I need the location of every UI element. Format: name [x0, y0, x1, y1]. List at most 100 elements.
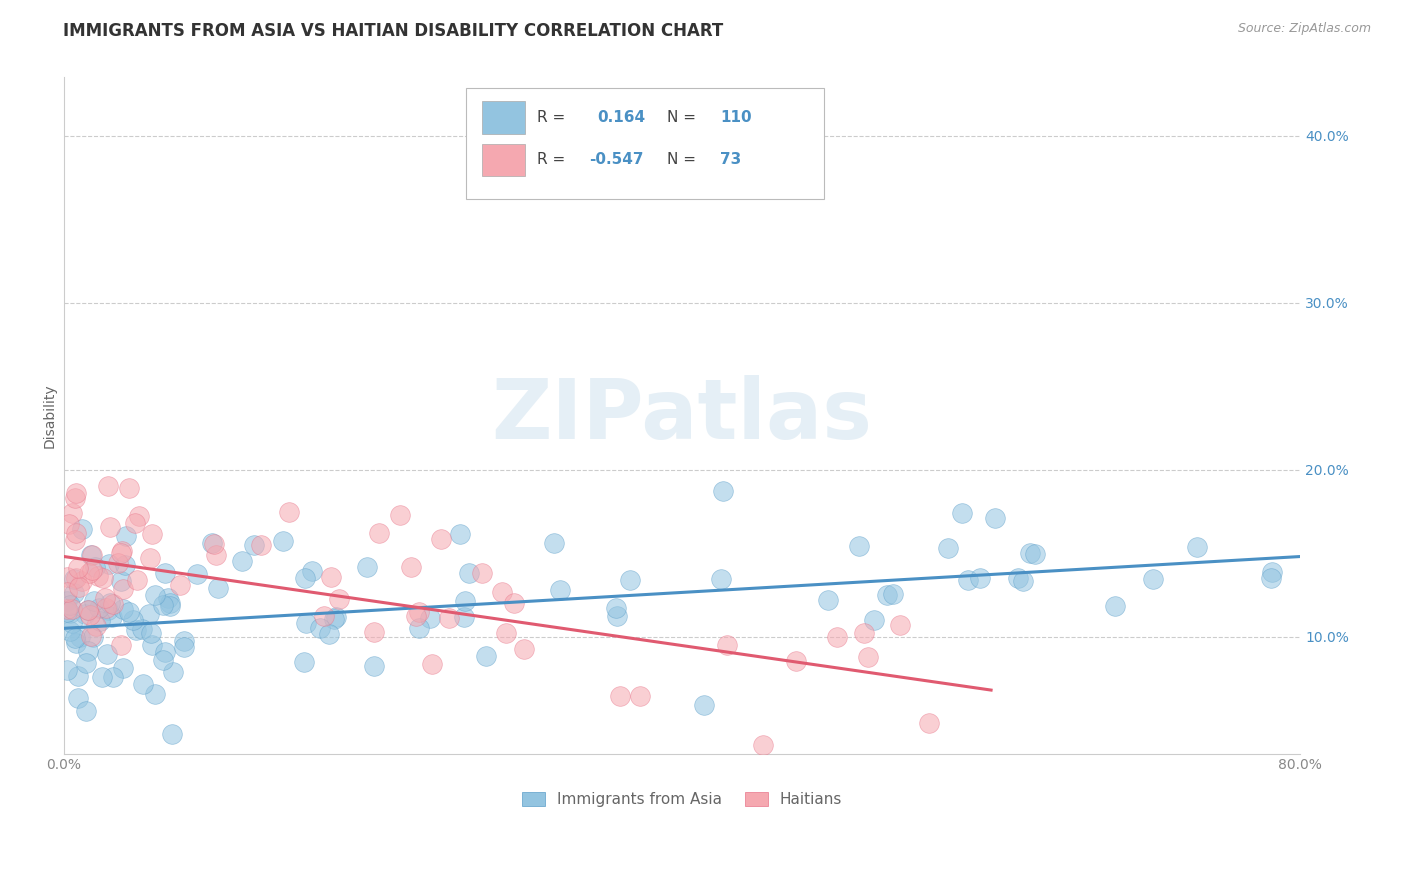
Point — [128, 508, 150, 523]
Point — [363, 625, 385, 640]
Point — [60, 507, 83, 521]
Point — [152, 599, 174, 613]
Point — [138, 607, 160, 622]
Point — [548, 582, 571, 597]
Point — [65, 486, 87, 500]
Point — [153, 566, 176, 580]
Point — [474, 649, 496, 664]
Point — [127, 573, 149, 587]
Point — [80, 563, 103, 577]
Point — [91, 571, 114, 585]
Point — [152, 653, 174, 667]
Point — [628, 689, 651, 703]
Point — [430, 532, 453, 546]
Point — [110, 546, 132, 560]
Point — [503, 596, 526, 610]
Point — [1261, 565, 1284, 579]
Point — [70, 523, 93, 537]
Point — [65, 635, 87, 649]
Text: 0.164: 0.164 — [596, 110, 645, 125]
Point — [752, 738, 775, 752]
Point — [292, 655, 315, 669]
Point — [63, 572, 86, 586]
Point — [388, 508, 411, 523]
Point — [80, 548, 103, 562]
Point — [59, 624, 82, 638]
Point — [139, 626, 162, 640]
Point — [363, 658, 385, 673]
Point — [94, 600, 117, 615]
Text: R =: R = — [537, 153, 565, 168]
Point — [63, 491, 86, 505]
Point — [56, 602, 79, 616]
Text: -0.547: -0.547 — [589, 153, 644, 168]
Point — [58, 516, 80, 531]
Point — [82, 630, 104, 644]
Point — [65, 533, 87, 548]
Point — [309, 621, 332, 635]
Point — [513, 641, 536, 656]
Point — [817, 593, 839, 607]
Point — [72, 574, 94, 589]
Point — [1260, 571, 1282, 585]
Text: ZIPatlas: ZIPatlas — [492, 375, 873, 456]
Point — [231, 554, 253, 568]
Point — [63, 631, 86, 645]
Point — [420, 657, 443, 672]
Point — [495, 626, 517, 640]
Point — [83, 594, 105, 608]
Point — [79, 566, 101, 581]
Point — [619, 574, 641, 588]
Point — [153, 645, 176, 659]
Point — [405, 609, 427, 624]
Point — [97, 479, 120, 493]
Point — [710, 573, 733, 587]
Point — [186, 567, 208, 582]
Point — [457, 566, 479, 580]
Point — [852, 625, 875, 640]
Point — [98, 520, 121, 534]
Point — [122, 613, 145, 627]
Point — [118, 481, 141, 495]
Point — [205, 548, 228, 562]
Point — [98, 596, 121, 610]
Point — [159, 596, 181, 610]
Point — [77, 603, 100, 617]
Point — [79, 608, 101, 623]
Point — [918, 716, 941, 731]
Point — [118, 605, 141, 619]
Text: 110: 110 — [720, 110, 752, 125]
Point — [141, 638, 163, 652]
Point — [294, 571, 316, 585]
Point — [83, 560, 105, 574]
Point — [1142, 572, 1164, 586]
Point — [543, 536, 565, 550]
Point — [96, 647, 118, 661]
Point — [77, 602, 100, 616]
Point — [1185, 540, 1208, 554]
Point — [605, 601, 627, 615]
Point — [606, 608, 628, 623]
Point — [711, 484, 734, 499]
Point — [69, 630, 91, 644]
Point — [114, 558, 136, 572]
Point — [60, 602, 83, 616]
Point — [323, 612, 346, 626]
Point — [112, 582, 135, 596]
Point — [93, 591, 115, 605]
Point — [408, 606, 430, 620]
Point — [173, 634, 195, 648]
Point — [785, 654, 807, 668]
Point — [1104, 599, 1126, 614]
Point — [75, 607, 97, 621]
Point — [97, 603, 120, 617]
Point — [143, 687, 166, 701]
Point — [278, 505, 301, 519]
Point — [325, 610, 347, 624]
Point — [84, 619, 107, 633]
Point — [957, 573, 980, 587]
Point — [101, 597, 124, 611]
Point — [356, 560, 378, 574]
Point — [59, 606, 82, 620]
Point — [56, 594, 79, 608]
